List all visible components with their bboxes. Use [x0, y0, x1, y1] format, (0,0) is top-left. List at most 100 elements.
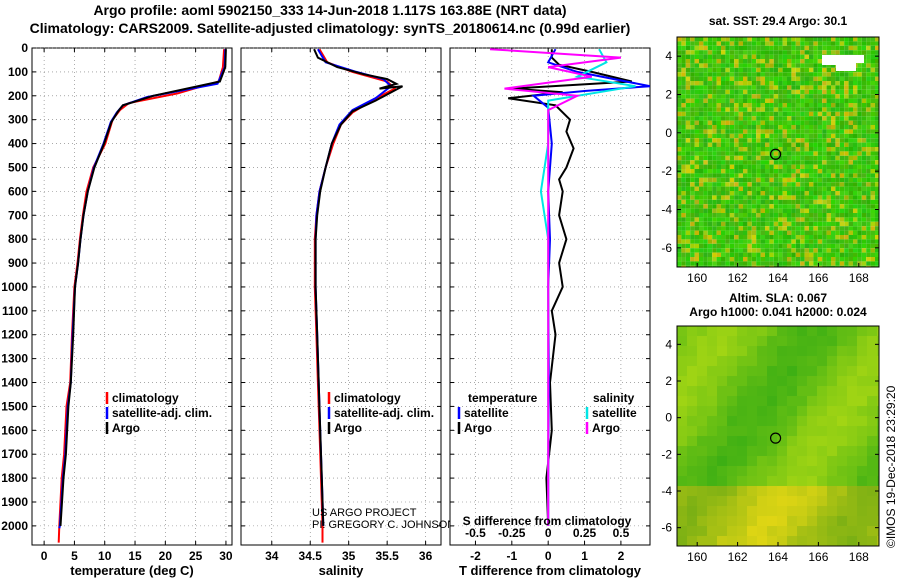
map-cell: [870, 230, 875, 235]
map-cell: [694, 107, 699, 112]
map-cell: [707, 76, 713, 81]
map-cell: [853, 76, 858, 81]
map-cell: [861, 89, 867, 95]
map-cell: [729, 94, 735, 99]
map-cell: [760, 235, 765, 240]
map-cell: [782, 252, 787, 257]
map-cell: [777, 436, 787, 446]
map-cell: [760, 125, 765, 130]
map-cell: [747, 142, 752, 147]
map-cell: [690, 98, 695, 103]
map-cell: [769, 226, 774, 231]
map-cell: [839, 199, 845, 205]
map-cell: [867, 396, 877, 406]
map-cell: [685, 226, 691, 231]
map-cell: [697, 446, 707, 456]
map-cell: [848, 204, 853, 209]
map-cell: [738, 217, 743, 222]
map-cell: [778, 265, 783, 267]
map-cell: [831, 243, 836, 249]
map-cell: [716, 111, 721, 117]
map-cell: [837, 496, 847, 506]
map-cell: [817, 54, 823, 59]
map-cell: [782, 265, 787, 267]
map-cell: [866, 235, 871, 240]
map-cell: [782, 169, 787, 174]
map-cell: [827, 426, 837, 436]
map-cell: [712, 261, 717, 266]
map-cell: [795, 191, 801, 196]
map-cell: [835, 235, 840, 240]
map-cell: [760, 155, 765, 161]
map-cell: [685, 63, 691, 68]
map-cell: [747, 169, 752, 174]
map-cell: [795, 89, 801, 95]
map-cell: [694, 103, 699, 108]
map-cell: [817, 63, 823, 68]
map-cell: [817, 94, 823, 99]
map-cell: [712, 208, 717, 213]
map-cell: [734, 208, 739, 213]
map-cell: [699, 217, 704, 222]
map-cell: [681, 257, 686, 262]
map-cell: [751, 169, 757, 174]
map-cell: [826, 239, 831, 244]
map-cell: [809, 221, 814, 227]
map-cell: [853, 138, 858, 143]
map-cell: [782, 213, 787, 218]
map-cell: [847, 456, 857, 466]
map-cell: [826, 151, 831, 156]
map-cell: [757, 356, 767, 366]
map-cell: [866, 239, 871, 244]
map-cell: [737, 516, 747, 526]
map-cell: [787, 111, 792, 117]
map-cell: [769, 59, 774, 64]
map-cell: [839, 147, 845, 152]
map-cell: [765, 173, 770, 178]
map-cell: [782, 191, 787, 196]
map-cell: [707, 436, 717, 446]
map-cell: [685, 169, 691, 174]
map-cell: [809, 217, 814, 222]
map-cell: [677, 120, 682, 125]
map-cell: [738, 103, 743, 108]
map-cell: [694, 248, 699, 253]
map-cell: [877, 526, 879, 536]
map-cell: [734, 191, 739, 196]
map-cell: [870, 213, 875, 218]
map-cell: [853, 173, 858, 178]
map-cell: [861, 248, 867, 253]
cloud-mask: [822, 55, 864, 71]
map-cell: [778, 142, 783, 147]
map-cell: [848, 226, 853, 231]
map-cell: [800, 173, 805, 178]
map-cell: [725, 129, 730, 134]
map-cell: [827, 366, 837, 376]
map-cell: [831, 111, 836, 117]
map-cell: [822, 208, 827, 213]
map-cell: [857, 217, 862, 222]
map-cell: [795, 63, 801, 68]
map-cell: [853, 164, 858, 169]
map-cell: [870, 67, 875, 73]
map-cell: [677, 496, 687, 506]
map-cell: [813, 81, 818, 86]
map-cell: [687, 506, 697, 516]
map-cell: [800, 54, 805, 59]
map-cell: [787, 243, 792, 249]
map-cell: [778, 248, 783, 253]
map-cell: [857, 186, 862, 191]
map-cell: [875, 164, 879, 169]
map-cell: [773, 173, 779, 178]
map-cell: [743, 239, 748, 244]
map-cell: [839, 138, 845, 143]
map-cell: [875, 257, 879, 262]
map-cell: [760, 129, 765, 134]
map-cell: [751, 239, 757, 244]
map-cell: [839, 169, 845, 174]
map-cell: [835, 204, 840, 209]
map-cell: [690, 199, 695, 205]
map-cell: [822, 76, 827, 81]
map-cell: [827, 436, 837, 446]
map-cell: [677, 59, 682, 64]
